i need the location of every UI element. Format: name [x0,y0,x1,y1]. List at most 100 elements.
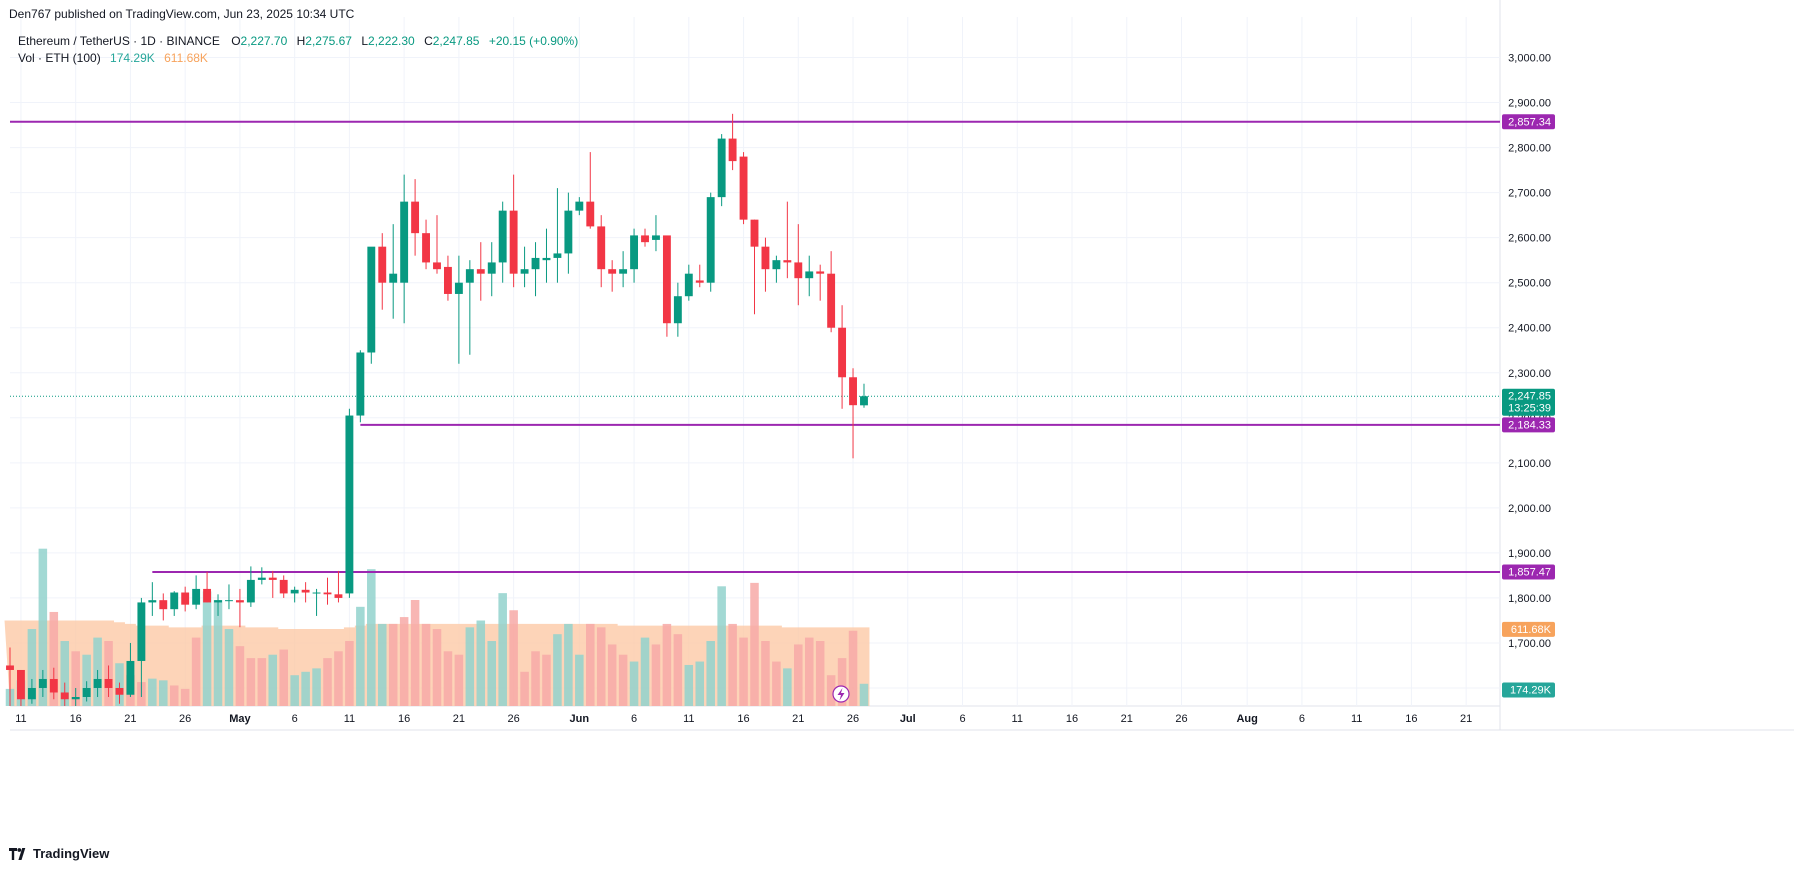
candle-body [652,235,660,240]
price-tick-label: 1,900.00 [1508,548,1551,560]
volume-bar [312,668,321,706]
symbol-label[interactable]: Ethereum / TetherUS · 1D · BINANCE [18,34,220,48]
level-price-tag-text: 1,857.47 [1508,567,1551,579]
time-tick-label: May [229,713,251,725]
candle [586,152,595,229]
volume-bar [27,629,37,706]
volume-bar [520,671,529,706]
volume-bar [334,651,343,706]
candle-body [104,678,113,688]
candle [717,134,726,207]
candle-body [60,692,69,700]
time-tick-label: 6 [631,713,637,725]
candle [301,582,310,603]
time-tick-label: 26 [1175,713,1187,725]
volume-bar [60,641,70,706]
volume-value: 174.29K [110,51,155,65]
candle-body [378,246,387,283]
volume-bar [772,661,781,706]
tradingview-footer[interactable]: TradingView [9,846,109,861]
candle-body [805,271,814,279]
candle [827,251,836,333]
level-price-tag-bg [1502,417,1555,433]
volume-bar [564,623,573,706]
volume-bar [148,678,157,706]
candle [334,570,343,603]
candle-body [257,577,266,580]
candle [487,242,496,297]
last-price-tag-text: 13:25:39 [1508,403,1551,415]
time-tick-label: 16 [398,713,410,725]
candle [279,575,288,598]
candle [783,201,792,279]
candle-body [641,235,649,243]
volume-bar [794,644,803,706]
volume-bar [804,637,814,706]
candle [104,665,113,697]
candle [378,233,387,310]
open-label: O [231,34,241,48]
candle-body [115,687,124,695]
candle-body [673,296,682,324]
volume-bar [837,658,847,706]
volume-bar [159,680,168,706]
candle-body [422,233,430,263]
volume-bar [279,649,288,706]
candle-body [400,201,409,283]
volume-bar [815,641,825,706]
candle [706,192,715,292]
time-tick-label: 11 [15,713,26,725]
time-tick-label: 11 [1351,713,1362,725]
volume-bar [509,610,518,706]
volume-label[interactable]: Vol · ETH (100) [18,51,101,65]
volume-bar [761,641,770,706]
candle-body [82,687,91,697]
candle [268,570,277,598]
candle-body [93,678,102,688]
volume-ma-value: 611.68K [164,51,208,65]
price-tick-label: 2,900.00 [1508,98,1551,110]
price-tick-label: 1,800.00 [1508,593,1551,605]
volume-bar [345,641,354,706]
candle [181,586,190,612]
volume-bar [706,641,715,706]
candle [684,264,693,301]
candle [553,188,562,283]
level-price-tag: 1,857.47 [1502,564,1555,580]
volume-bar [202,591,212,706]
candle [192,575,201,610]
candle [323,577,332,605]
time-tick-label: 21 [124,713,136,725]
level-price-tag: 2,857.34 [1502,114,1555,130]
lightning-icon-bolt [837,688,845,701]
candle-body [487,262,496,274]
candle [805,255,814,297]
candle [49,667,58,700]
candle-body [268,577,277,580]
volume-bar [71,651,80,706]
price-tick-label: 2,400.00 [1508,323,1551,335]
candle-body [411,201,420,234]
volume-last-tag-text: 174.29K [1510,685,1552,697]
candle-body [772,260,781,270]
volume-bar [268,654,278,706]
volume-bar [531,651,540,706]
open-value: 2,227.70 [240,34,288,48]
level-price-tag-bg [1502,564,1555,580]
candle [520,246,529,288]
candle [93,669,102,697]
candle-body [575,201,584,211]
candle-body [356,352,365,416]
volume-bar [596,627,606,706]
time-tick-label: 6 [1299,713,1305,725]
candle [71,687,80,706]
candle-body [203,588,212,603]
volume-bar [651,644,661,706]
volume-bar [301,671,310,706]
candle [214,594,222,616]
volume-bar [246,658,256,706]
close-value: 2,247.85 [432,34,480,48]
ohlc-legend: Ethereum / TetherUS · 1D · BINANCE O2,22… [18,34,578,48]
time-tick-label: 21 [1460,713,1472,725]
